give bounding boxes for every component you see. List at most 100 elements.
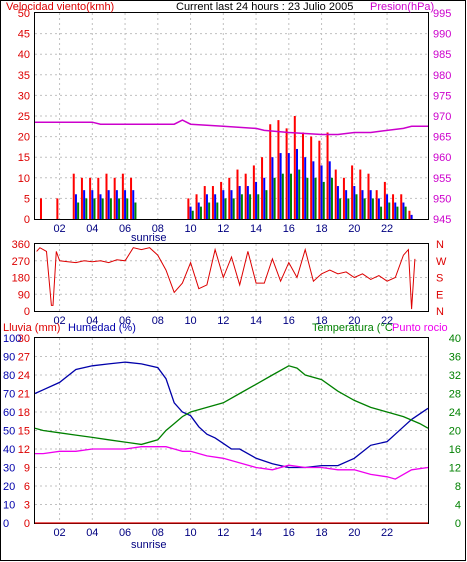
wind-gust-bar <box>287 153 290 219</box>
x-tick-label: 06 <box>119 223 131 235</box>
wind-gust-bar <box>222 190 225 219</box>
wind-average-bar <box>134 202 137 219</box>
wind-average-bar <box>109 198 112 219</box>
temperature-tick-label: 36 <box>449 352 461 364</box>
temperature-tick-label: 4 <box>455 500 461 512</box>
x-tick-label: 06 <box>119 315 131 327</box>
wind-gust-bar <box>402 202 405 219</box>
temperature-tick-label: 24 <box>449 407 461 419</box>
rain-tick-label: 27 <box>18 352 30 364</box>
y-tick-label: 40 <box>18 49 30 61</box>
wind-average-bar <box>85 198 88 219</box>
sunrise-label-bottom: sunrise <box>131 539 166 551</box>
wind-gust-bar <box>107 190 110 219</box>
wind-average-bar <box>101 198 104 219</box>
wind-average-bar <box>347 198 350 219</box>
wind-average-bar <box>257 194 260 219</box>
wind-speed-bar <box>113 177 116 219</box>
humidity-tick-label: 20 <box>3 481 15 493</box>
wind-gust-bar <box>230 190 233 219</box>
compass-label: N <box>436 239 444 251</box>
y2-tick-label: 950 <box>433 193 451 205</box>
wind-average-bar <box>77 202 80 219</box>
y-tick-label: 25 <box>18 111 30 123</box>
wind-average-bar <box>314 177 317 219</box>
temperature-tick-label: 28 <box>449 389 461 401</box>
x-tick-label: 12 <box>217 223 229 235</box>
wind-gust-bar <box>99 194 102 219</box>
wind-speed-bar <box>130 177 133 219</box>
humidity-tick-label: 80 <box>3 370 15 382</box>
wind-gust-bar <box>345 190 348 219</box>
y2-tick-label: 995 <box>433 8 451 20</box>
wind-speed-bar <box>80 177 83 219</box>
wind-gust-bar <box>394 202 397 219</box>
compass-label: S <box>436 273 443 285</box>
x-tick-label: 22 <box>381 527 393 539</box>
wind-gust-bar <box>124 190 127 219</box>
wind-gust-bar <box>377 198 380 219</box>
wind-speed-bar <box>220 181 223 219</box>
x-tick-label: 10 <box>184 527 196 539</box>
y-tick-label: 10 <box>18 173 30 185</box>
wind-average-bar <box>240 194 243 219</box>
wind-average-bar <box>388 202 391 219</box>
x-tick-label: 10 <box>184 315 196 327</box>
temperature-tick-label: 40 <box>449 333 461 345</box>
wind-speed-bar <box>400 194 403 219</box>
y2-tick-label: 990 <box>433 29 451 41</box>
x-tick-label: 08 <box>152 527 164 539</box>
x-tick-label: 02 <box>53 527 65 539</box>
wind-average-bar <box>355 194 358 219</box>
y-tick-label: 35 <box>18 70 30 82</box>
x-tick-label: 02 <box>53 223 65 235</box>
compass-label: N <box>436 306 444 318</box>
wind-gust-bar <box>205 194 208 219</box>
wind-speed-bar <box>261 157 264 219</box>
wind-average-bar <box>118 198 121 219</box>
wind-average-bar <box>330 177 333 219</box>
wind-speed-bar <box>269 124 272 219</box>
humidity-tick-label: 60 <box>3 407 15 419</box>
wind-speed-bar <box>195 194 198 219</box>
rain-tick-label: 12 <box>18 444 30 456</box>
x-tick-label: 16 <box>283 223 295 235</box>
wind-average-bar <box>404 206 407 219</box>
wind-speed-bar <box>301 132 304 219</box>
dew-point-line <box>35 446 429 480</box>
wind-speed-bar <box>236 169 239 219</box>
humidity-tick-label: 50 <box>3 426 15 438</box>
x-tick-label: 12 <box>217 527 229 539</box>
y-tick-label: 45 <box>18 29 30 41</box>
wind-gust-bar <box>386 194 389 219</box>
wind-speed-bar <box>326 132 329 219</box>
x-tick-label: 06 <box>119 527 131 539</box>
wind-speed-bar <box>121 173 124 219</box>
humidity-tick-label: 90 <box>3 352 15 364</box>
wind-average-bar <box>126 198 129 219</box>
x-tick-label: 22 <box>381 315 393 327</box>
wind-speed-bar <box>187 198 190 219</box>
y2-tick-label: 965 <box>433 132 451 144</box>
compass-label: E <box>436 289 443 301</box>
x-tick-label: 14 <box>250 223 262 235</box>
wind-speed-bar <box>252 165 255 219</box>
pressure-line <box>35 119 428 136</box>
wind-gust-bar <box>115 190 118 219</box>
wind-average-bar <box>371 198 374 219</box>
x-tick-label: 14 <box>250 527 262 539</box>
y2-tick-label: 985 <box>433 49 451 61</box>
wind-speed-bar <box>375 190 378 219</box>
rain-tick-label: 18 <box>18 407 30 419</box>
wind-speed-bar <box>285 128 288 219</box>
y2-tick-label: 975 <box>433 90 451 102</box>
wind-speed-bar <box>392 194 395 219</box>
wind-average-bar <box>380 206 383 219</box>
temperature-tick-label: 8 <box>455 481 461 493</box>
wind-speed-bar <box>97 177 100 219</box>
wind-speed-bar <box>244 173 247 219</box>
wind-gust-bar <box>312 161 315 219</box>
y2-tick-label: 960 <box>433 152 451 164</box>
